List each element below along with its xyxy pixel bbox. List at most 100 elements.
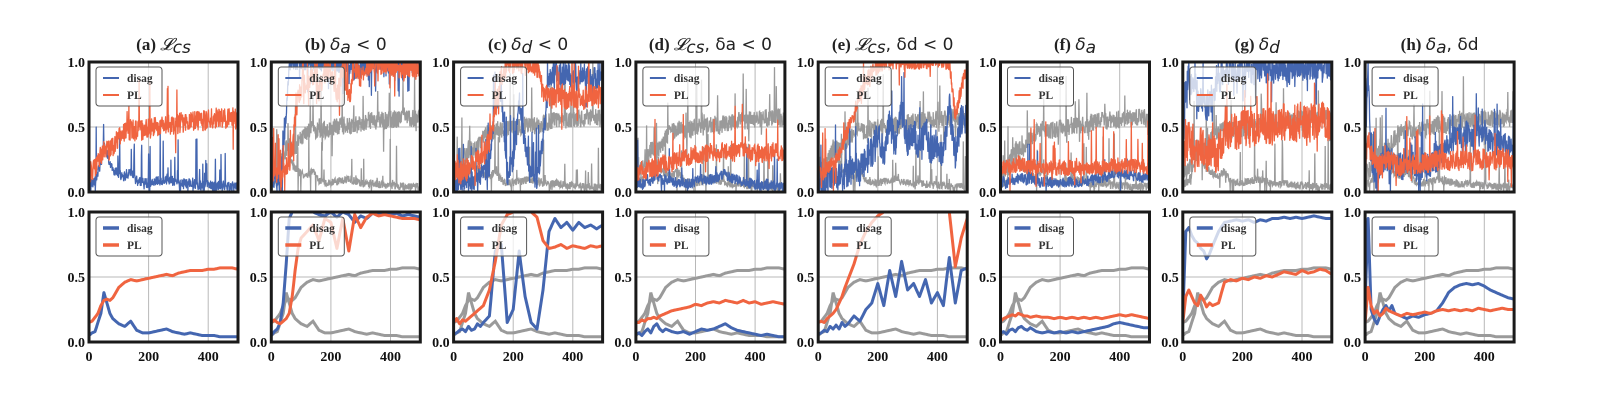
legend-label-pl: PL (856, 240, 871, 252)
legend: disag PL (1007, 66, 1074, 107)
legend-label-disag: disag (674, 73, 700, 85)
legend: disag PL (1371, 66, 1439, 107)
reference-line-pl (1182, 266, 1332, 324)
axes-frame (634, 210, 787, 344)
x-tick-label: 200 (1050, 350, 1071, 365)
legend: disag PL (642, 216, 710, 257)
series-line-pl (1365, 110, 1515, 192)
y-tick-label: 0.0 (979, 186, 997, 201)
reference-line-pl (635, 266, 785, 324)
series-line-disag (1000, 321, 1150, 336)
axes-frame (999, 60, 1151, 194)
x-tick-label: 200 (1414, 350, 1435, 365)
legend-label-disag: disag (856, 223, 882, 235)
axes-frame (816, 210, 969, 344)
y-tick-label: 0.5 (797, 121, 815, 136)
legend-box (1189, 66, 1257, 107)
legend-label-disag: disag (856, 73, 882, 85)
axes-frame (816, 60, 969, 194)
series-group (818, 62, 968, 192)
y-tick-label: 0.0 (1344, 336, 1362, 351)
series-group (453, 212, 603, 339)
legend: disag PL (277, 216, 345, 257)
panel-title: (e) 𝓛cs, δd < 0 (832, 35, 954, 58)
series-line-pl (89, 77, 238, 183)
series-line-pl (1000, 119, 1150, 192)
legend-label-pl: PL (1039, 90, 1054, 102)
legend-box (277, 66, 345, 107)
legend-label-pl: PL (856, 90, 871, 102)
subplot-h-raw: disag PL 0.0 0.5 1.0 (1344, 56, 1516, 201)
subplot-a-raw: disag PL 0.0 0.5 1.0 (68, 56, 240, 201)
y-tick-label: 1.0 (797, 56, 815, 71)
series-group (818, 212, 968, 339)
x-tick-label: 0 (86, 350, 93, 365)
legend-label-pl: PL (1039, 240, 1054, 252)
legend-label-disag: disag (309, 223, 335, 235)
legend-label-disag: disag (1403, 223, 1429, 235)
subplot-b-smooth: disag PL 0.0 0.5 1.0 0 200 400 (250, 206, 422, 365)
y-tick-label: 0.5 (979, 121, 997, 136)
reference-line-pl (271, 76, 421, 181)
subplot-g-smooth: disag PL 0.0 0.5 1.0 0 200 400 (1161, 206, 1334, 365)
x-tick-label: 200 (685, 350, 706, 365)
y-tick-label: 1.0 (250, 56, 268, 71)
legend-label-disag: disag (127, 223, 153, 235)
y-tick-label: 0.0 (1344, 186, 1362, 201)
legend-label-pl: PL (1403, 90, 1418, 102)
panel-label: (b) (305, 35, 330, 54)
legend-label-disag: disag (1221, 223, 1247, 235)
legend-label-pl: PL (1403, 240, 1418, 252)
legend: disag PL (1189, 66, 1257, 107)
y-tick-label: 1.0 (250, 206, 268, 221)
series-line-disag (453, 217, 603, 336)
legend: disag PL (460, 216, 528, 257)
axes-frame (87, 210, 240, 344)
legend-box (1007, 66, 1074, 107)
panel-math: δ (330, 35, 340, 55)
x-tick-label: 0 (1179, 350, 1186, 365)
series-group (1182, 214, 1332, 339)
legend-label-disag: disag (492, 223, 518, 235)
y-tick-label: 1.0 (614, 206, 632, 221)
y-tick-label: 0.5 (797, 271, 815, 286)
panel-title: (h) δa, δd (1401, 35, 1479, 58)
y-tick-label: 0.0 (797, 186, 815, 201)
y-tick-label: 0.5 (1344, 271, 1362, 286)
reference-line-pl (635, 67, 785, 186)
series-group (1000, 75, 1150, 192)
y-tick-label: 1.0 (432, 206, 450, 221)
legend-box (95, 66, 163, 107)
legend-label-pl: PL (127, 240, 142, 252)
legend-label-disag: disag (492, 73, 518, 85)
reference-line-disag (453, 292, 603, 339)
panel-title: (d) 𝓛cs, δa < 0 (649, 35, 772, 58)
panel-math-sub: cs (686, 38, 704, 58)
y-tick-label: 1.0 (979, 56, 997, 71)
x-tick-label: 0 (268, 350, 275, 365)
reference-line-pl (1000, 266, 1150, 324)
legend: disag PL (1007, 216, 1074, 257)
legend-label-pl: PL (492, 90, 507, 102)
y-tick-label: 0.0 (979, 336, 997, 351)
axes-frame (87, 60, 240, 194)
reference-line-pl (1000, 75, 1150, 181)
legend-box (824, 66, 892, 107)
y-tick-label: 1.0 (68, 56, 86, 71)
y-tick-label: 1.0 (1344, 56, 1362, 71)
series-line-pl (635, 98, 785, 181)
legend: disag PL (1371, 216, 1439, 257)
legend-label-pl: PL (1221, 240, 1236, 252)
y-tick-label: 0.5 (1344, 121, 1362, 136)
series-line-disag (635, 322, 785, 339)
panel-math-sub: a (340, 38, 350, 58)
panel-math: δ (1426, 35, 1436, 55)
reference-line-pl (453, 266, 603, 324)
legend-label-pl: PL (1221, 90, 1236, 102)
panel-label: (h) (1401, 35, 1426, 54)
panel-label: (a) (136, 35, 160, 54)
series-line-disag (818, 72, 968, 192)
series-line-disag (1365, 217, 1515, 326)
panel-math-sub: d (1269, 38, 1280, 58)
y-tick-label: 1.0 (797, 206, 815, 221)
